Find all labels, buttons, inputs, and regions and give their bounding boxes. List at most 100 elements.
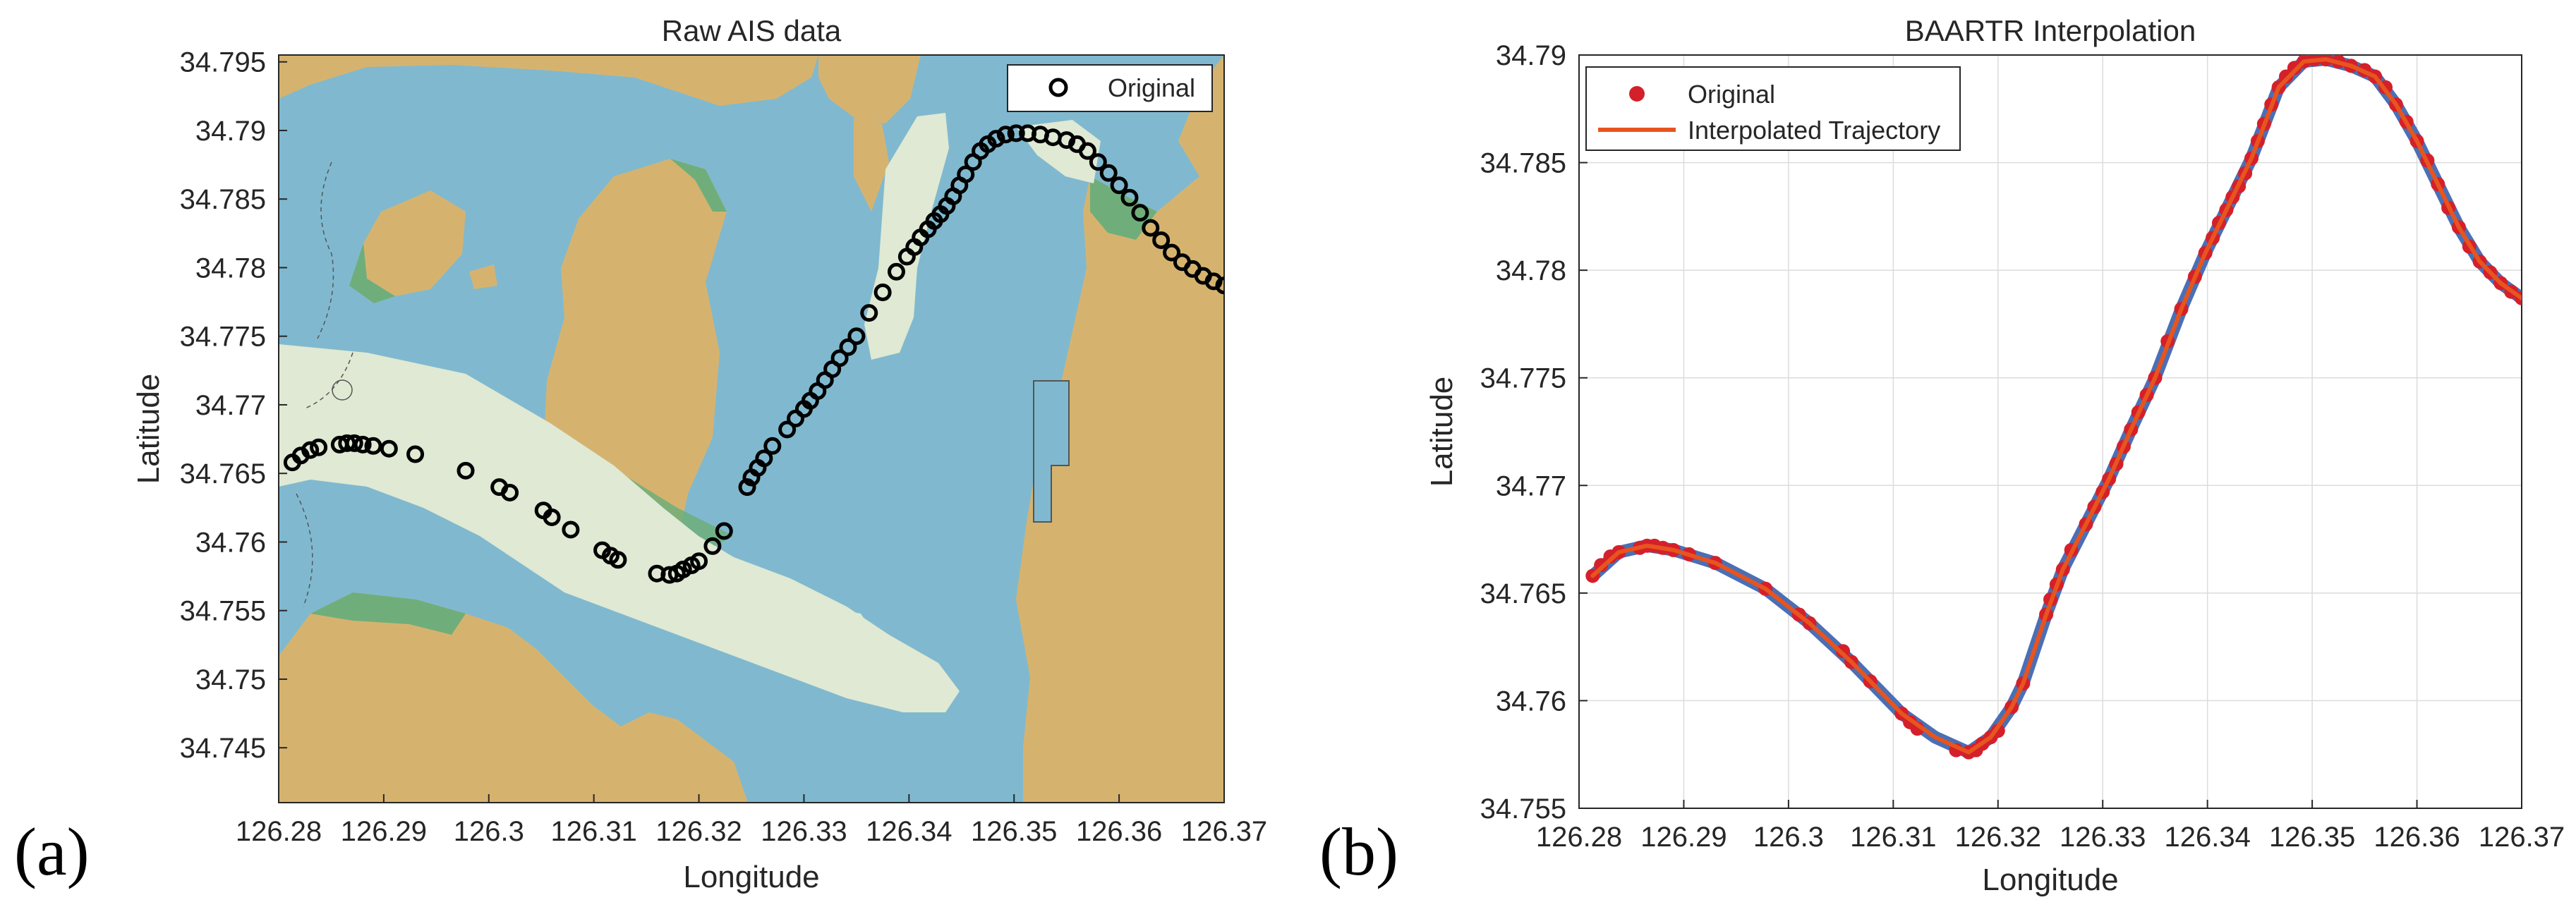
data-point [830,349,849,367]
x-tick-label: 126.35 [2269,822,2355,853]
data-point [364,437,382,455]
plot-area [1579,55,2522,808]
legend-label-interpolated: Interpolated Trajectory [1688,116,1940,145]
x-tick-label: 126.34 [866,816,952,847]
x-tick-label: 126.36 [1076,816,1162,847]
data-point [1078,142,1096,160]
legend-label-original: Original [1108,73,1195,102]
data-point [703,537,722,555]
data-point [715,522,733,540]
y-tick-label: 34.79 [1496,40,1566,71]
y-tick-label: 34.78 [195,252,266,284]
x-tick-label: 126.32 [655,816,742,847]
x-tick-label: 126.29 [341,816,427,847]
data-point [609,551,627,569]
x-tick-label: 126.31 [1850,822,1936,853]
x-tick-label: 126.35 [971,816,1057,847]
legend-marker-original [1048,78,1068,97]
data-point [1142,219,1160,237]
y-tick-label: 34.775 [1480,363,1566,394]
panel-label-b: (b) [1319,814,1398,889]
x-tick-label: 126.36 [2374,822,2460,853]
data-point [456,461,475,480]
data-markers [283,124,1224,584]
y-tick-label: 34.78 [1496,255,1566,286]
y-tick-label: 34.785 [180,184,266,215]
data-point [887,262,905,281]
x-tick-label: 126.28 [1536,822,1622,853]
data-point [310,438,328,456]
data-point [690,552,708,571]
y-tick-label: 34.755 [180,596,266,627]
x-axis-label: Longitude [683,860,819,894]
y-tick-label: 34.765 [180,458,266,489]
data-point [1215,276,1224,295]
data-point [1099,164,1118,182]
data-point [847,327,866,346]
x-tick-label: 126.37 [2479,822,2565,853]
data-point [1089,153,1107,171]
data-point [353,435,372,454]
x-tick-label: 126.33 [761,816,847,847]
y-tick-label: 34.775 [180,322,266,353]
data-point [860,304,878,322]
data-point [501,483,519,501]
data-series [1585,55,2522,760]
data-point [562,521,580,539]
data-point [1120,188,1139,207]
data-point [1007,124,1025,142]
data-point [763,437,782,455]
y-tick-label: 34.76 [1496,686,1566,717]
y-tick-label: 34.76 [195,527,266,558]
data-point [957,165,975,183]
x-tick-label: 126.3 [1753,822,1824,853]
x-tick-label: 126.37 [1181,816,1267,847]
y-tick-label: 34.75 [195,664,266,695]
data-point [839,338,857,356]
data-point [738,478,756,497]
y-axis-ticks: 34.755 34.76 34.765 34.77 34.775 34.78 34.785 3… [1480,40,1588,824]
data-point [543,508,561,526]
y-axis-label: Latitude [131,374,166,485]
panel-a: Raw AIS data 126.28 126.29 126.3 126.31 126.… [14,14,1267,894]
x-tick-label: 126.28 [236,816,322,847]
y-tick-label: 34.755 [1480,793,1566,824]
data-point [1110,176,1128,195]
y-tick-label: 34.785 [1480,148,1566,179]
plot-frame [278,54,1225,803]
data-point [380,439,398,458]
chart-title: BAARTR Interpolation [1905,14,2196,47]
panel-b: BAARTR Interpolation 126.28 126.29 126.3 12… [1319,14,2565,897]
x-tick-label: 126.31 [550,816,636,847]
x-tick-label: 126.32 [1955,822,2041,853]
x-axis-ticks: 126.28 126.29 126.3 126.31 126.32 126.33 126.3… [236,794,1267,847]
legend-label-original: Original [1688,80,1775,109]
x-tick-label: 126.29 [1640,822,1727,853]
x-axis-label: Longitude [1982,863,2118,897]
data-point [406,445,425,463]
x-tick-label: 126.3 [454,816,524,847]
data-point [987,130,1005,148]
panel-label-a: (a) [14,814,90,889]
data-point [674,560,692,578]
y-tick-label: 34.795 [180,47,266,78]
interpolated-trajectory-line [1590,57,2522,755]
y-tick-label: 34.77 [195,390,266,421]
data-point [1131,204,1149,222]
y-tick-label: 34.77 [1496,470,1566,501]
nautical-chart-background [279,55,1224,803]
plot-frame [1578,54,2522,809]
data-point [345,434,363,452]
data-point [778,420,797,439]
y-tick-label: 34.765 [1480,578,1566,609]
chart-title: Raw AIS data [662,14,842,47]
y-tick-label: 34.79 [195,116,266,147]
y-axis-ticks: 34.745 34.75 34.755 34.76 34.765 34.77 34.775 3… [180,47,287,764]
data-point [1163,243,1181,262]
legend: Original Interpolated Trajectory [1585,66,1961,151]
data-point [301,441,320,459]
x-axis-ticks: 126.28 126.29 126.3 126.31 126.32 126.33 126.3… [1536,800,2565,853]
data-point [755,449,773,468]
legend-marker-original [1629,86,1645,102]
